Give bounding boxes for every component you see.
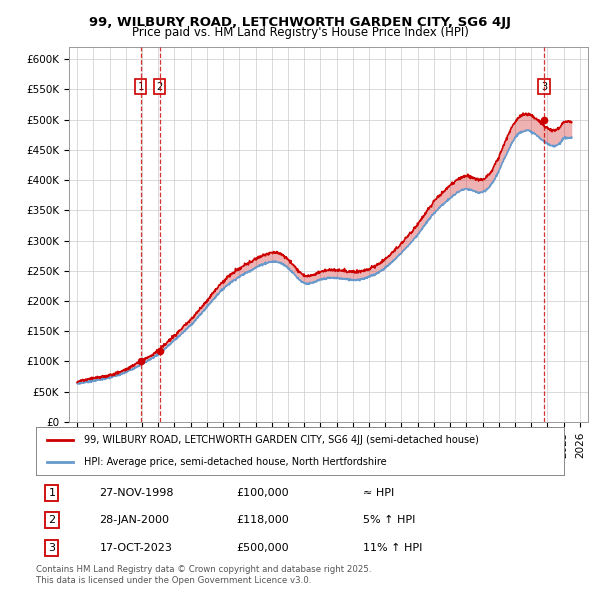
Text: £100,000: £100,000 xyxy=(236,488,289,498)
Text: 3: 3 xyxy=(49,543,55,553)
Text: Price paid vs. HM Land Registry's House Price Index (HPI): Price paid vs. HM Land Registry's House … xyxy=(131,26,469,39)
Text: 28-JAN-2000: 28-JAN-2000 xyxy=(100,516,169,525)
Text: 11% ↑ HPI: 11% ↑ HPI xyxy=(364,543,423,553)
Text: £118,000: £118,000 xyxy=(236,516,289,525)
Text: £500,000: £500,000 xyxy=(236,543,289,553)
Text: 99, WILBURY ROAD, LETCHWORTH GARDEN CITY, SG6 4JJ: 99, WILBURY ROAD, LETCHWORTH GARDEN CITY… xyxy=(89,16,511,29)
Text: 27-NOV-1998: 27-NOV-1998 xyxy=(100,488,174,498)
Text: 2: 2 xyxy=(48,516,55,525)
Text: 17-OCT-2023: 17-OCT-2023 xyxy=(100,543,172,553)
Text: HPI: Average price, semi-detached house, North Hertfordshire: HPI: Average price, semi-detached house,… xyxy=(83,457,386,467)
Text: 2: 2 xyxy=(157,81,163,91)
Text: Contains HM Land Registry data © Crown copyright and database right 2025.
This d: Contains HM Land Registry data © Crown c… xyxy=(36,565,371,585)
Text: 1: 1 xyxy=(49,488,55,498)
Text: 1: 1 xyxy=(137,81,143,91)
Text: 3: 3 xyxy=(541,81,547,91)
Text: 99, WILBURY ROAD, LETCHWORTH GARDEN CITY, SG6 4JJ (semi-detached house): 99, WILBURY ROAD, LETCHWORTH GARDEN CITY… xyxy=(83,435,478,445)
Text: ≈ HPI: ≈ HPI xyxy=(364,488,395,498)
Text: 5% ↑ HPI: 5% ↑ HPI xyxy=(364,516,416,525)
